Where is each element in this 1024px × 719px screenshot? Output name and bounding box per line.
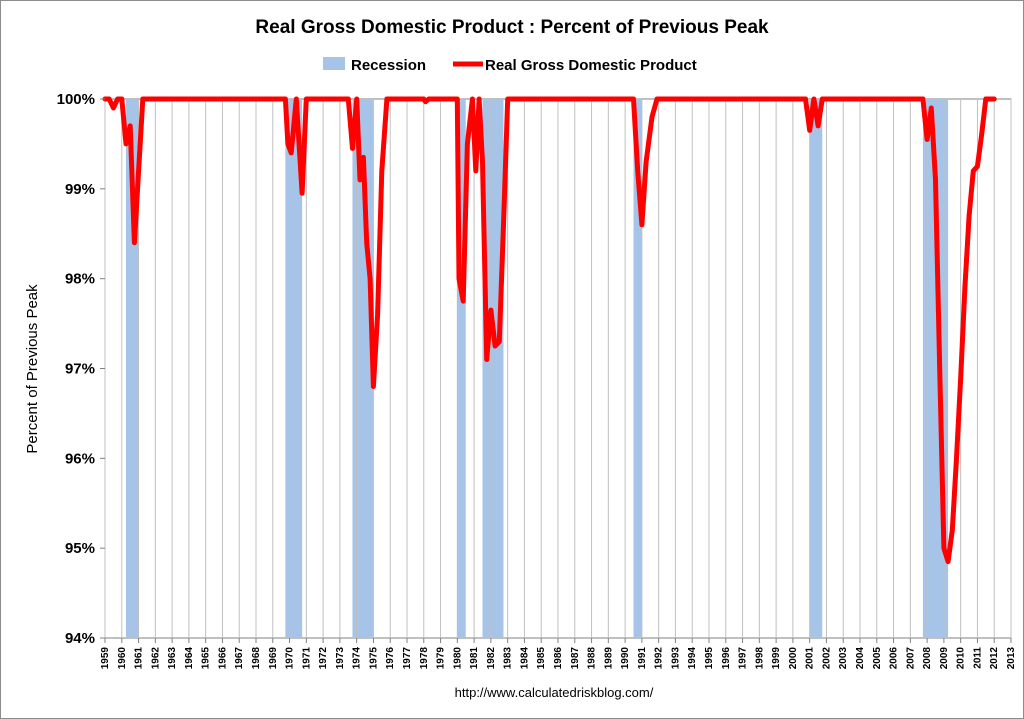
y-tick-label: 94%: [65, 630, 95, 647]
x-tick-label: 1996: [721, 647, 732, 670]
recession-band-7: [809, 99, 823, 638]
x-tick-label: 2000: [788, 647, 799, 670]
x-tick-label: 1961: [134, 647, 145, 670]
x-tick-label: 1976: [385, 647, 396, 670]
x-tick-label: 1979: [436, 647, 447, 670]
x-tick-label: 1987: [570, 647, 581, 670]
x-tick-label: 1997: [738, 647, 749, 670]
x-axis-ticks: 1959 1960 1961 1962 1963 1964 1965 1966 1967 1968…: [100, 638, 1017, 669]
x-tick-label: 1990: [620, 647, 631, 670]
x-tick-label: 1985: [536, 647, 547, 670]
x-tick-label: 1994: [687, 647, 698, 670]
x-tick-label: 1986: [553, 647, 564, 670]
x-tick-label: 1975: [368, 647, 379, 670]
x-tick-label: 1963: [167, 647, 178, 670]
y-tick-label: 97%: [65, 361, 95, 378]
x-tick-label: 1959: [100, 647, 111, 670]
gdp-series-line: [102, 96, 997, 565]
x-tick-label: 1970: [285, 647, 296, 670]
x-tick-label: 1995: [704, 647, 715, 670]
x-tick-label: 2006: [889, 647, 900, 670]
x-tick-label: 1973: [335, 647, 346, 670]
x-tick-label: 1999: [771, 647, 782, 670]
x-tick-label: 1978: [419, 647, 430, 670]
x-tick-label: 1965: [201, 647, 212, 670]
recession-band-5: [482, 99, 504, 638]
series-layer: [102, 96, 997, 565]
x-tick-label: 1983: [503, 647, 514, 670]
x-tick-label: 1967: [234, 647, 245, 670]
y-tick-label: 95%: [65, 540, 95, 557]
legend-swatch-recession: [323, 57, 345, 70]
x-tick-label: 1974: [352, 647, 363, 670]
y-tick-label: 96%: [65, 450, 95, 467]
x-tick-label: 2005: [872, 647, 883, 670]
x-tick-label: 2008: [922, 647, 933, 670]
x-tick-label: 1968: [251, 647, 262, 670]
y-tick-label: 98%: [65, 271, 95, 288]
x-tick-label: 1972: [318, 647, 329, 670]
legend-label-recession: Recession: [351, 57, 426, 74]
x-tick-label: 1998: [754, 647, 765, 670]
x-tick-label: 1966: [217, 647, 228, 670]
legend: Recession Real Gross Domestic Product: [323, 57, 697, 74]
x-tick-label: 2007: [905, 647, 916, 670]
y-axis-ticks: 94% 95% 96% 97% 98% 99% 100%: [57, 91, 105, 647]
x-tick-label: 1960: [117, 647, 128, 670]
legend-label-gdp: Real Gross Domestic Product: [485, 57, 697, 74]
x-tick-label: 2010: [956, 647, 967, 670]
x-tick-label: 1964: [184, 647, 195, 670]
x-tick-label: 1982: [486, 647, 497, 670]
x-tick-label: 2001: [805, 647, 816, 670]
x-tick-label: 2009: [939, 647, 950, 670]
x-tick-label: 1988: [587, 647, 598, 670]
x-tick-label: 2003: [838, 647, 849, 670]
y-tick-label: 99%: [65, 181, 95, 198]
x-tick-label: 1984: [519, 647, 530, 670]
x-tick-label: 1981: [469, 647, 480, 670]
x-tick-label: 2004: [855, 647, 866, 670]
x-tick-label: 2011: [972, 647, 983, 669]
x-tick-label: 1977: [402, 647, 413, 670]
x-tick-label: 1992: [654, 647, 665, 670]
y-axis-label: Percent of Previous Peak: [24, 284, 41, 454]
x-tick-label: 2013: [1006, 647, 1017, 670]
gridlines: [104, 99, 1012, 638]
source-url: http://www.calculatedriskblog.com/: [455, 685, 654, 700]
x-tick-label: 1969: [268, 647, 279, 670]
x-tick-label: 1993: [670, 647, 681, 670]
x-tick-label: 1971: [301, 647, 312, 670]
y-tick-label: 100%: [57, 91, 95, 108]
recession-band-6: [633, 99, 642, 638]
x-tick-label: 2002: [821, 647, 832, 670]
x-tick-label: 1991: [637, 647, 648, 670]
x-tick-label: 1962: [150, 647, 161, 670]
recession-band-4: [457, 99, 466, 638]
chart-title: Real Gross Domestic Product : Percent of…: [255, 17, 769, 38]
x-tick-label: 1980: [452, 647, 463, 670]
x-tick-label: 2012: [989, 647, 1000, 670]
x-tick-label: 1989: [603, 647, 614, 670]
